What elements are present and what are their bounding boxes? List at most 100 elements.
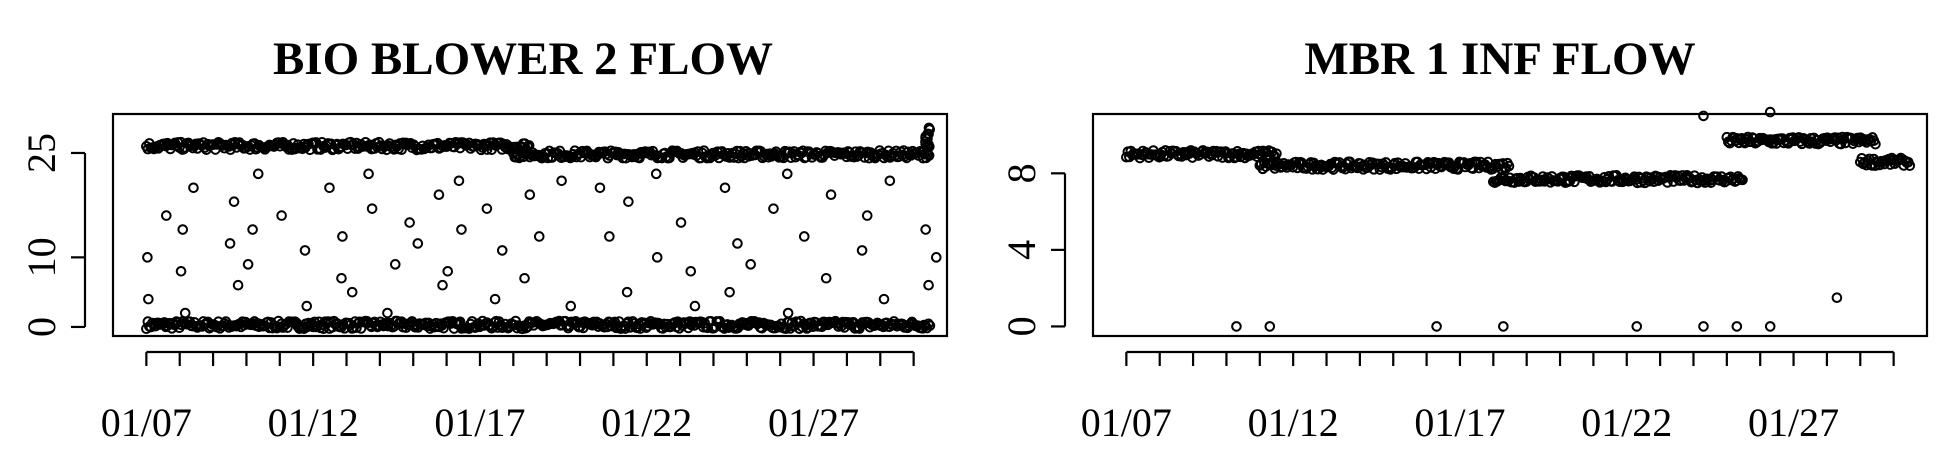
data-point — [724, 286, 735, 298]
point-group — [1121, 106, 1916, 332]
data-point-outlier — [1631, 321, 1643, 332]
chart-title: BIO BLOWER 2 FLOW — [273, 33, 773, 85]
data-point — [884, 175, 896, 187]
data-point-outlier — [1764, 321, 1776, 332]
data-point — [324, 182, 335, 194]
chart-bio-blower-2-flow: BIO BLOWER 2 FLOW 0 10 25 01/07 01/12 01/17 01… — [19, 33, 949, 445]
data-point — [442, 265, 454, 277]
data-point-outlier — [1731, 321, 1743, 332]
y-tick-label: 0 — [999, 316, 1044, 336]
data-point — [623, 196, 634, 207]
data-point — [594, 182, 606, 194]
data-point — [404, 217, 415, 228]
data-point — [856, 245, 868, 256]
data-point — [336, 272, 347, 284]
data-point — [276, 210, 287, 221]
data-point — [825, 189, 837, 201]
data-point — [719, 182, 731, 194]
data-point-band — [1268, 157, 1279, 169]
data-point — [143, 293, 154, 305]
data-point — [732, 238, 743, 249]
data-point-band — [1304, 158, 1315, 170]
y-tick-label: 10 — [19, 237, 64, 277]
data-point-band — [1870, 138, 1881, 150]
data-point-outlier — [1264, 321, 1276, 332]
tick-group: 0 10 25 01/07 01/12 01/17 01/22 01/27 — [19, 133, 915, 445]
data-point — [188, 182, 199, 194]
x-tick-label: 01/17 — [1414, 400, 1505, 445]
data-point — [496, 245, 508, 256]
data-point — [437, 279, 448, 291]
data-point — [556, 175, 567, 187]
data-point — [533, 231, 545, 242]
data-point — [650, 168, 662, 180]
data-point — [920, 224, 931, 235]
data-point — [930, 252, 942, 263]
data-point-band — [1503, 160, 1515, 172]
data-point-outlier — [1698, 321, 1709, 332]
data-point — [689, 300, 701, 312]
y-tick-label: 4 — [999, 240, 1044, 260]
data-point — [252, 168, 264, 180]
data-point — [346, 286, 358, 298]
y-tick-label: 25 — [19, 133, 64, 173]
x-tick-label: 01/17 — [434, 400, 525, 445]
data-point — [820, 272, 832, 284]
data-point-outlier — [1231, 321, 1242, 332]
data-point-band — [1904, 160, 1916, 171]
y-tick-label: 0 — [19, 317, 64, 337]
data-point — [621, 286, 633, 298]
data-point-band — [486, 322, 497, 334]
data-point — [177, 224, 189, 235]
data-point — [651, 252, 663, 263]
data-point — [179, 307, 191, 319]
x-tick-label: 01/07 — [1081, 400, 1172, 445]
data-point — [685, 265, 697, 277]
data-point — [232, 279, 244, 291]
x-tick-label: 01/12 — [268, 400, 359, 445]
data-point — [299, 245, 311, 256]
data-point — [382, 307, 393, 319]
data-point-outlier — [1431, 321, 1442, 332]
data-point — [798, 231, 810, 242]
data-point — [142, 252, 153, 263]
data-point — [923, 279, 934, 291]
data-point-outlier — [1698, 110, 1709, 122]
x-tick-label: 01/22 — [1581, 400, 1672, 445]
chart-mbr-1-inf-flow: MBR 1 INF FLOW 0 4 8 01/07 01/12 01/17 01/22 01… — [999, 33, 1929, 445]
chart-title: MBR 1 INF FLOW — [1304, 33, 1695, 85]
plot-frame — [1091, 112, 1929, 338]
data-point — [524, 189, 536, 201]
data-point — [228, 196, 240, 207]
point-group — [141, 122, 942, 335]
data-point — [604, 231, 615, 242]
data-point-band — [1737, 174, 1748, 186]
data-point — [781, 168, 793, 180]
data-point — [489, 293, 501, 305]
data-point — [224, 238, 236, 249]
data-point-band — [622, 316, 634, 328]
data-point — [675, 217, 687, 228]
data-point — [481, 203, 493, 214]
data-point — [337, 231, 348, 242]
data-point — [782, 307, 794, 319]
data-point-band — [924, 320, 936, 331]
data-point — [363, 168, 374, 180]
data-point-band — [1603, 170, 1615, 182]
data-point — [453, 175, 465, 187]
data-point-peak — [915, 146, 926, 158]
data-point — [456, 224, 467, 235]
tick-group: 0 4 8 01/07 01/12 01/17 01/22 01/27 — [999, 163, 1895, 445]
data-point-band — [325, 138, 337, 150]
data-point-peak — [920, 132, 931, 144]
data-point-band — [1464, 157, 1476, 169]
data-point — [242, 259, 254, 270]
data-point — [878, 293, 890, 305]
data-point-outlier — [1831, 292, 1843, 304]
x-tick-label: 01/27 — [1748, 400, 1839, 445]
data-point — [745, 259, 756, 270]
data-point-outlier — [1764, 106, 1776, 118]
data-point — [161, 210, 172, 221]
data-point-band — [403, 319, 415, 330]
